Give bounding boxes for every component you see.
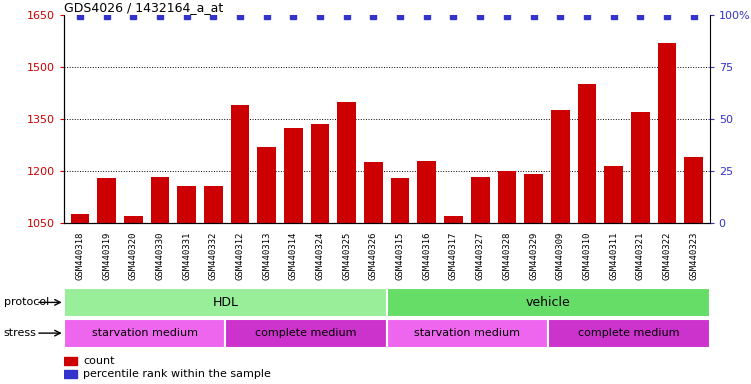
Bar xyxy=(284,127,303,223)
Text: complete medium: complete medium xyxy=(578,328,680,338)
Text: GSM440321: GSM440321 xyxy=(636,231,645,280)
Text: complete medium: complete medium xyxy=(255,328,357,338)
Text: protocol: protocol xyxy=(4,297,49,308)
Bar xyxy=(64,288,387,317)
Bar xyxy=(177,187,196,223)
Text: GSM440330: GSM440330 xyxy=(155,231,164,280)
Text: GSM440331: GSM440331 xyxy=(182,231,191,280)
Bar xyxy=(391,179,409,223)
Text: GSM440314: GSM440314 xyxy=(289,231,298,280)
Text: GSM440310: GSM440310 xyxy=(583,231,592,280)
Text: percentile rank within the sample: percentile rank within the sample xyxy=(83,369,271,379)
Text: stress: stress xyxy=(4,328,37,338)
Text: GSM440324: GSM440324 xyxy=(315,231,324,280)
Text: GSM440322: GSM440322 xyxy=(662,231,671,280)
Bar xyxy=(471,177,490,223)
Bar xyxy=(631,112,650,223)
Text: GDS4026 / 1432164_a_at: GDS4026 / 1432164_a_at xyxy=(64,1,223,14)
Bar xyxy=(311,124,330,223)
Bar xyxy=(64,357,77,364)
Bar xyxy=(337,102,356,223)
Text: GSM440312: GSM440312 xyxy=(236,231,245,280)
Bar xyxy=(551,111,569,223)
Text: GSM440323: GSM440323 xyxy=(689,231,698,280)
Text: GSM440315: GSM440315 xyxy=(396,231,405,280)
Bar xyxy=(64,371,77,378)
Bar xyxy=(684,157,703,223)
Text: GSM440319: GSM440319 xyxy=(102,231,111,280)
Bar xyxy=(71,214,89,223)
Bar xyxy=(605,166,623,223)
Text: GSM440327: GSM440327 xyxy=(475,231,484,280)
Bar xyxy=(387,288,710,317)
Bar xyxy=(418,161,436,223)
Text: GSM440332: GSM440332 xyxy=(209,231,218,280)
Text: starvation medium: starvation medium xyxy=(92,328,198,338)
Bar xyxy=(225,319,387,348)
Text: GSM440309: GSM440309 xyxy=(556,231,565,280)
Bar xyxy=(444,217,463,223)
Text: vehicle: vehicle xyxy=(526,296,571,309)
Bar xyxy=(64,319,225,348)
Text: GSM440316: GSM440316 xyxy=(422,231,431,280)
Bar xyxy=(364,162,383,223)
Bar xyxy=(548,319,710,348)
Bar xyxy=(97,178,116,223)
Text: GSM440313: GSM440313 xyxy=(262,231,271,280)
Text: GSM440320: GSM440320 xyxy=(128,231,137,280)
Bar xyxy=(387,319,548,348)
Text: GSM440329: GSM440329 xyxy=(529,231,538,280)
Bar xyxy=(124,216,143,223)
Bar xyxy=(497,171,516,223)
Bar xyxy=(150,177,169,223)
Text: starvation medium: starvation medium xyxy=(415,328,520,338)
Text: GSM440325: GSM440325 xyxy=(342,231,351,280)
Bar xyxy=(578,84,596,223)
Text: count: count xyxy=(83,356,115,366)
Text: GSM440311: GSM440311 xyxy=(609,231,618,280)
Bar xyxy=(258,147,276,223)
Text: GSM440318: GSM440318 xyxy=(75,231,84,280)
Bar xyxy=(658,43,677,223)
Bar xyxy=(204,187,222,223)
Bar xyxy=(231,105,249,223)
Bar xyxy=(524,174,543,223)
Text: HDL: HDL xyxy=(213,296,238,309)
Text: GSM440328: GSM440328 xyxy=(502,231,511,280)
Text: GSM440317: GSM440317 xyxy=(449,231,458,280)
Text: GSM440326: GSM440326 xyxy=(369,231,378,280)
